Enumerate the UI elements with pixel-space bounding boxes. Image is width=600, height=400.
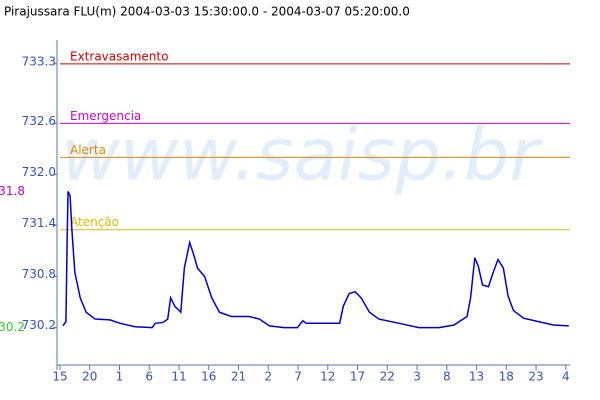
y-tick-label: 732.0 [22, 165, 56, 179]
y-tick-label: 730.8 [22, 267, 56, 281]
x-tick-label: 3 [413, 370, 421, 384]
threshold-label: Emergencia [70, 109, 141, 123]
x-tick-label: 2 [264, 370, 272, 384]
x-tick-label: 18 [499, 370, 514, 384]
y-tick-label: 733.3 [22, 54, 56, 68]
chart-title: Pirajussara FLU(m) 2004-03-03 15:30:00.0… [4, 5, 410, 19]
y-tick-label: 732.6 [22, 114, 56, 128]
watermark: www.saisp.br [61, 113, 543, 197]
x-tick-label: 17 [350, 370, 365, 384]
x-tick-label: 12 [320, 370, 335, 384]
x-tick-label: 15 [52, 370, 67, 384]
data-line [62, 191, 569, 329]
x-tick-label: 6 [145, 370, 153, 384]
threshold-label: Atenção [70, 215, 119, 229]
x-tick-label: 20 [82, 370, 97, 384]
x-tick-label: 4 [562, 370, 570, 384]
x-tick-label: 22 [380, 370, 395, 384]
max-marker: 731.8 [0, 184, 25, 198]
x-tick-label: 23 [528, 370, 543, 384]
y-tick-label: 730.2 [22, 318, 56, 332]
x-tick-label: 13 [469, 370, 484, 384]
threshold-label: Extravasamento [70, 49, 168, 63]
x-tick-label: 1 [116, 370, 124, 384]
x-tick-label: 21 [231, 370, 246, 384]
x-tick-label: 16 [201, 370, 216, 384]
x-tick-label: 11 [171, 370, 186, 384]
x-tick-label: 8 [443, 370, 451, 384]
y-tick-label: 731.4 [22, 216, 56, 230]
min-marker: 730.2 [0, 320, 25, 334]
threshold-label: Alerta [70, 143, 106, 157]
x-tick-label: 7 [294, 370, 302, 384]
